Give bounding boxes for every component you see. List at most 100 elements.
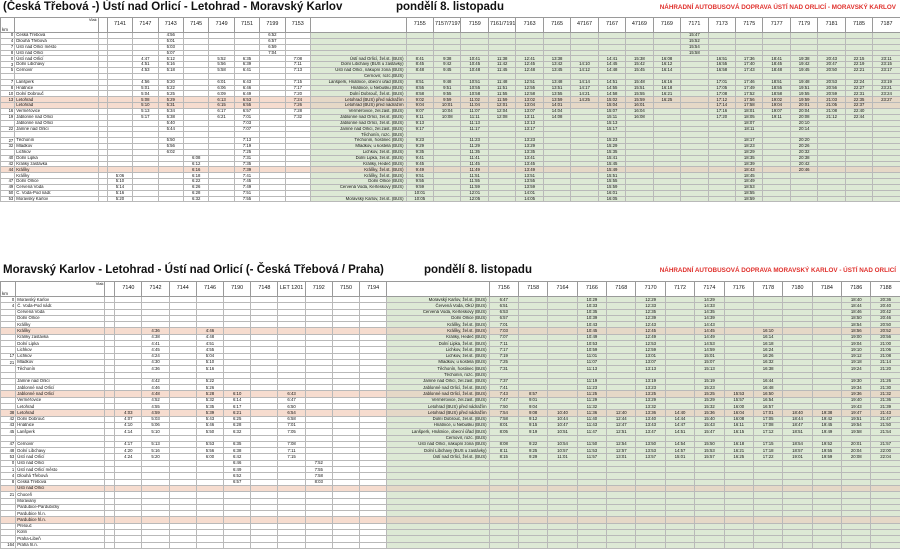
- departure-time-cell: [707, 195, 737, 203]
- station-name-cell: Praha hl.n.: [15, 541, 106, 549]
- departure-time-cell: [723, 541, 754, 549]
- timetable-bottom-grid: km Vlak 7140 7142 7144 7146 7190 7148 LET 1201 71…: [0, 281, 900, 549]
- km-cell: 4: [0, 37, 16, 45]
- km-cell: 21: [0, 491, 17, 499]
- departure-time-cell: [547, 541, 578, 549]
- timetable-row: Letohrad 4:55 5:35 6:17 6:50 Letohrad (BUS) p…: [0, 403, 900, 411]
- timetable-row: 1 Ústí nad Orlicí město 6:49 7:55: [0, 465, 900, 474]
- train-number-header: 7181: [817, 17, 846, 33]
- km-cell: 38: [0, 409, 17, 417]
- train-number-header: 7172: [664, 281, 696, 297]
- departure-time-cell: [680, 195, 709, 203]
- train-number-header: 7156: [488, 281, 519, 297]
- bus-stop-cell: [386, 541, 490, 549]
- train-number-header: 7178: [752, 281, 784, 297]
- timetable-row: 43 Hnátnice 4:10 5:06 5:46 6:28 7:01 Hnátnice, …: [0, 421, 900, 430]
- station-name-cell: Jablonné nad Orlicí: [15, 384, 106, 392]
- km-cell: [0, 340, 17, 348]
- timetable-row: 45 Lanšperk 4:14 5:10 5:50 6:32 7:05 Lanšperk, …: [0, 428, 900, 436]
- departure-time-cell: [284, 32, 312, 39]
- station-name-cell: Choceň: [15, 491, 106, 499]
- timetable-row: 53 Ústí nad Orlicí 4:24 5:20 6:00 6:42 7:15 Úst…: [0, 453, 900, 461]
- timetable-row: 164 Praha hl.n.: [0, 541, 900, 549]
- train-number-header: 7141: [106, 17, 134, 33]
- km-cell: [0, 396, 17, 405]
- timetable-row: 47 Dolní Orlice 5:10 6:22 7:45 Dolní Orlice (…: [0, 178, 900, 185]
- departure-time-cell: 18:59: [735, 195, 764, 203]
- departure-time-cell: [359, 503, 388, 512]
- station-column-header: Vlak: [15, 281, 106, 297]
- km-cell: 49: [0, 183, 16, 191]
- train-number-header: 7192: [304, 281, 333, 297]
- km-cell: 1: [0, 465, 17, 474]
- station-name-cell: Černovír: [15, 440, 106, 449]
- timetable-row: 16 Verměřovice 5:13 5:34 6:17 6:57 7:28 Verměřo…: [0, 107, 900, 115]
- km-cell: 17: [0, 352, 17, 360]
- train-number-header: 7159: [460, 17, 489, 33]
- station-name-cell: Dolní Libchavy: [15, 447, 106, 455]
- km-cell: 50: [0, 189, 16, 197]
- station-name-cell: Hnátnice: [15, 421, 106, 430]
- timetable-row: 40 Dolní Lipka 6:08 7:31 Dolní Lipka, žel.st…: [0, 154, 900, 162]
- train-number-header: 7148: [250, 281, 279, 297]
- km-cell: [0, 377, 17, 386]
- departure-time-cell: [284, 37, 312, 45]
- station-name-cell: [15, 434, 106, 442]
- km-cell: 0: [0, 32, 16, 39]
- timetable-row: 53 Moravský Karlov 5:20 6:32 7:55 Moravský Ka…: [0, 195, 900, 203]
- timetable-row: 32 Mladkov 5:56 7:19 Mladkov, u kostela (BUS…: [0, 143, 900, 150]
- station-name-cell: Ústí nad Orlicí: [15, 453, 106, 461]
- train-number-header: 7151: [233, 17, 261, 33]
- departure-time-cell: [762, 195, 791, 203]
- station-name-cell: Letohrad: [15, 409, 106, 417]
- departure-time-cell: [132, 195, 159, 203]
- departure-time-cell: [811, 541, 843, 549]
- timetable-top-header: (Česká Třebová -) Ústí nad Orlicí - Leto…: [0, 0, 900, 17]
- departure-time-cell: [652, 195, 682, 203]
- departure-time-cell: [284, 154, 312, 162]
- train-number-header: 47169: [625, 17, 654, 33]
- departure-time-cell: [284, 143, 312, 150]
- departure-time-cell: [359, 447, 388, 455]
- train-number-header: 7157/7197: [433, 17, 462, 33]
- departure-time-cell: [576, 541, 608, 549]
- train-number-header: 7175: [735, 17, 764, 33]
- departure-time-cell: [284, 189, 312, 197]
- km-cell: 0: [0, 55, 16, 63]
- timetable-top: (Česká Třebová -) Ústí nad Orlicí - Leto…: [0, 0, 900, 262]
- timetable-row: 0 Ústí nad Orlicí 6:46 7:52: [0, 459, 900, 468]
- train-number-header: 7185: [844, 17, 874, 33]
- train-number-header-row: km Vlak 7140 7142 7144 7146 7190 7148 LET 1201 71…: [0, 281, 900, 297]
- train-number-header: 7173: [707, 17, 737, 33]
- marker-column-header: [97, 17, 108, 33]
- departure-time-cell: [284, 195, 312, 203]
- km-cell: [0, 503, 17, 512]
- km-cell: 8: [0, 478, 17, 486]
- km-cell: 22: [0, 125, 16, 133]
- station-name-cell: [15, 371, 106, 379]
- departure-time-cell: [570, 195, 599, 203]
- departure-time-cell: 7:08: [284, 55, 312, 63]
- departure-time-cell: [870, 541, 900, 549]
- departure-time-cell: [359, 478, 388, 486]
- timetable-row: Králíky Králíky, žel.st. (BUS) 7:01 10:43 12…: [0, 321, 900, 329]
- km-cell: 47: [0, 440, 17, 449]
- timetable-row: 49 Červená Voda 5:14 6:26 7:49 Červená Voda, …: [0, 183, 900, 191]
- timetable-row: Králíky 4:36 4:46 Králíky, žel.st. (BUS) 7:0…: [0, 327, 900, 335]
- timetable-bottom-notice: NÁHRADNÍ AUTOBUSOVÁ DOPRAVA MORAVSKÝ KAR…: [659, 267, 896, 274]
- train-number-header: 7177: [762, 17, 791, 33]
- train-number-header: 7188: [870, 281, 900, 297]
- km-cell: [0, 365, 17, 373]
- departure-time-cell: [841, 541, 872, 549]
- departure-time-cell: 6:32: [182, 195, 210, 203]
- departure-time-cell: [359, 352, 388, 360]
- departure-time-cell: [359, 295, 388, 304]
- station-name-cell: Verměřovice: [15, 396, 106, 405]
- departure-time-cell: [542, 195, 572, 203]
- timetable-row: Dolní Orlice Dolní Orlice (BUS) 6:57 10:39 1…: [0, 314, 900, 323]
- timetable-row: 42 Dolní Dobrouč 4:07 5:03 5:43 6:25 6:58 Dolní…: [0, 415, 900, 423]
- departure-time-cell: [359, 314, 388, 323]
- departure-time-cell: [359, 377, 388, 386]
- km-cell: 27: [0, 137, 16, 145]
- departure-time-cell: [359, 340, 388, 348]
